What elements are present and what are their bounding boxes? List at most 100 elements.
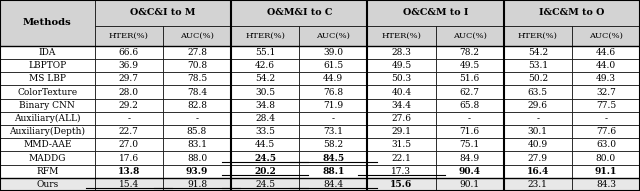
Text: MS LBP: MS LBP: [29, 74, 66, 83]
Text: 44.0: 44.0: [596, 61, 616, 70]
Bar: [231, 138, 300, 151]
Bar: [231, 85, 300, 99]
Text: 80.0: 80.0: [596, 154, 616, 163]
Text: 65.8: 65.8: [460, 101, 480, 110]
Bar: [572, 26, 640, 46]
Text: 22.7: 22.7: [119, 127, 139, 136]
Bar: [300, 125, 367, 138]
Text: -: -: [536, 114, 540, 123]
Text: 29.7: 29.7: [119, 74, 139, 83]
Bar: [163, 138, 231, 151]
Bar: [504, 85, 572, 99]
Bar: [367, 59, 435, 72]
Text: 84.4: 84.4: [323, 180, 343, 189]
Text: 54.2: 54.2: [255, 74, 275, 83]
Text: 88.1: 88.1: [322, 167, 344, 176]
Bar: [504, 125, 572, 138]
Bar: [367, 178, 435, 191]
Bar: [435, 26, 504, 46]
Text: 82.8: 82.8: [187, 101, 207, 110]
Bar: [95, 178, 163, 191]
Text: HTER(%): HTER(%): [381, 32, 421, 40]
Bar: [231, 99, 300, 112]
Bar: [95, 0, 231, 26]
Bar: [572, 46, 640, 59]
Bar: [367, 99, 435, 112]
Bar: [300, 59, 367, 72]
Bar: [300, 46, 367, 59]
Text: AUC(%): AUC(%): [589, 32, 623, 40]
Bar: [0, 138, 95, 151]
Bar: [435, 165, 504, 178]
Bar: [504, 46, 572, 59]
Bar: [95, 138, 163, 151]
Text: 15.6: 15.6: [390, 180, 413, 189]
Bar: [0, 72, 95, 85]
Text: 85.8: 85.8: [187, 127, 207, 136]
Text: 27.9: 27.9: [528, 154, 548, 163]
Text: I&C&M to O: I&C&M to O: [539, 8, 605, 17]
Text: 78.2: 78.2: [460, 48, 479, 57]
Text: 71.9: 71.9: [323, 101, 343, 110]
Text: 49.5: 49.5: [460, 61, 480, 70]
Bar: [504, 165, 572, 178]
Bar: [572, 72, 640, 85]
Bar: [163, 46, 231, 59]
Bar: [300, 26, 367, 46]
Text: 88.0: 88.0: [187, 154, 207, 163]
Text: 16.4: 16.4: [527, 167, 549, 176]
Bar: [0, 165, 95, 178]
Text: 28.3: 28.3: [392, 48, 412, 57]
Bar: [300, 72, 367, 85]
Bar: [367, 125, 435, 138]
Bar: [231, 0, 367, 26]
Bar: [367, 26, 435, 46]
Text: 54.2: 54.2: [528, 48, 548, 57]
Text: 23.1: 23.1: [528, 180, 548, 189]
Text: 49.5: 49.5: [391, 61, 412, 70]
Bar: [367, 85, 435, 99]
Bar: [435, 138, 504, 151]
Text: 31.5: 31.5: [392, 140, 412, 149]
Bar: [95, 151, 163, 165]
Bar: [231, 165, 300, 178]
Text: 30.1: 30.1: [528, 127, 548, 136]
Text: 66.6: 66.6: [119, 48, 139, 57]
Text: -: -: [127, 114, 131, 123]
Bar: [504, 0, 640, 26]
Text: 71.6: 71.6: [460, 127, 479, 136]
Text: 75.1: 75.1: [460, 140, 480, 149]
Text: 78.4: 78.4: [187, 87, 207, 96]
Bar: [163, 165, 231, 178]
Text: 53.1: 53.1: [528, 61, 548, 70]
Bar: [435, 85, 504, 99]
Bar: [0, 112, 95, 125]
Text: 33.5: 33.5: [255, 127, 275, 136]
Bar: [572, 125, 640, 138]
Bar: [300, 151, 367, 165]
Text: 29.1: 29.1: [392, 127, 412, 136]
Text: Binary CNN: Binary CNN: [19, 101, 76, 110]
Text: 50.3: 50.3: [392, 74, 412, 83]
Bar: [504, 26, 572, 46]
Text: 84.9: 84.9: [460, 154, 479, 163]
Text: 91.8: 91.8: [187, 180, 207, 189]
Bar: [572, 151, 640, 165]
Bar: [504, 178, 572, 191]
Bar: [435, 46, 504, 59]
Bar: [572, 59, 640, 72]
Text: 90.4: 90.4: [459, 167, 481, 176]
Text: 29.6: 29.6: [528, 101, 548, 110]
Bar: [572, 178, 640, 191]
Text: 63.5: 63.5: [528, 87, 548, 96]
Bar: [504, 99, 572, 112]
Text: -: -: [195, 114, 198, 123]
Text: 91.1: 91.1: [595, 167, 617, 176]
Bar: [95, 99, 163, 112]
Text: 78.5: 78.5: [187, 74, 207, 83]
Bar: [435, 178, 504, 191]
Text: 73.1: 73.1: [323, 127, 343, 136]
Text: HTER(%): HTER(%): [518, 32, 557, 40]
Text: AUC(%): AUC(%): [180, 32, 214, 40]
Bar: [0, 125, 95, 138]
